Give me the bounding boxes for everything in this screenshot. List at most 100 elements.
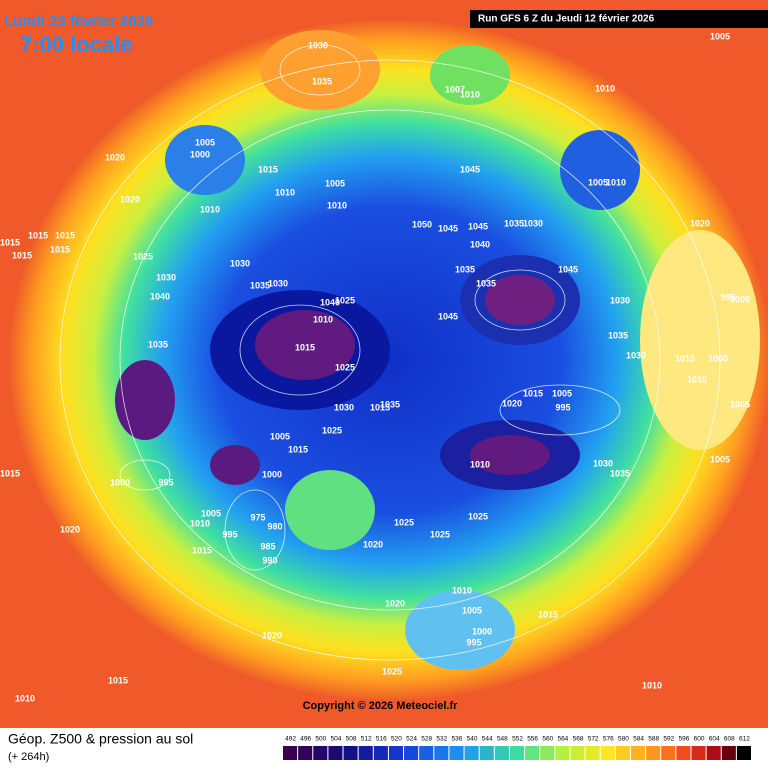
isobar-label: 1010 <box>470 459 490 469</box>
isobar-label: 1020 <box>120 194 140 204</box>
isobar-label: 1030 <box>593 458 613 468</box>
isobar-label: 1015 <box>12 250 32 260</box>
isobar-label: 1040 <box>470 239 490 249</box>
legend-label: 568 <box>573 736 584 743</box>
isobar-label: 1035 <box>608 330 628 340</box>
isobar-label: 1015 <box>288 444 308 454</box>
footer-title: Géop. Z500 & pression au sol <box>8 731 193 747</box>
isobar-label: 1005 <box>710 454 730 464</box>
legend-label: 544 <box>482 736 493 743</box>
legend-label: 584 <box>633 736 644 743</box>
isobar-label: 1015 <box>258 164 278 174</box>
isobar-label: 1025 <box>133 251 153 261</box>
legend-swatch <box>736 746 751 760</box>
isobar-label: 1045 <box>468 221 488 231</box>
isobar-label: 1000 <box>472 626 492 636</box>
legend-label: 516 <box>376 736 387 743</box>
isobar-label: 1045 <box>558 264 578 274</box>
isobars <box>59 44 721 661</box>
isobar-label: 1005 <box>270 431 290 441</box>
isobar-label: 1015 <box>55 230 75 240</box>
legend-label: 556 <box>527 736 538 743</box>
isobar-label: 1010 <box>687 374 707 384</box>
isobar-label: 1035 <box>312 76 332 86</box>
isobar-label: 1030 <box>610 295 630 305</box>
legend-label: 520 <box>391 736 402 743</box>
legend-swatch <box>464 746 479 760</box>
legend-label: 496 <box>300 736 311 743</box>
trough-core <box>210 445 260 485</box>
isobar-label: 995 <box>720 292 735 302</box>
legend-swatch <box>419 746 434 760</box>
legend-swatch <box>721 746 736 760</box>
legend-label: 528 <box>421 736 432 743</box>
isobar-label: 1005 <box>195 137 215 147</box>
legend-label: 532 <box>436 736 447 743</box>
isobar-label: 1010 <box>327 200 347 210</box>
legend-label: 504 <box>331 736 342 743</box>
legend-swatch <box>479 746 494 760</box>
legend-swatch <box>661 746 676 760</box>
legend-swatch <box>313 746 328 760</box>
legend-swatch <box>615 746 630 760</box>
legend-swatch <box>509 746 525 760</box>
isobar-label: 1035 <box>610 468 630 478</box>
isobar-label: 1030 <box>308 40 328 50</box>
isobar-label: 1000 <box>708 353 728 363</box>
legend-label: 524 <box>406 736 417 743</box>
legend-label: 512 <box>361 736 372 743</box>
isobar-label: 1000 <box>190 149 210 159</box>
legend-swatch <box>555 746 570 760</box>
isobar-label: 1000 <box>262 469 282 479</box>
isobar-label: 1010 <box>200 204 220 214</box>
forecast-time: 7:00 locale <box>20 32 133 57</box>
legend-swatch <box>630 746 646 760</box>
isobar-label: 1050 <box>412 219 432 229</box>
isobar-label: 1020 <box>502 398 522 408</box>
isobar-label: 995 <box>158 477 173 487</box>
isobar-label: 1025 <box>430 529 450 539</box>
legend-swatch <box>570 746 585 760</box>
height-blob <box>405 590 515 670</box>
color-legend: 492 496 500 504 508 512 516 520 524 528 532 536 540 5… <box>283 736 751 760</box>
high-anomaly <box>260 30 380 110</box>
legend-label: 552 <box>512 736 523 743</box>
isobar-label: 1015 <box>108 675 128 685</box>
legend-swatch <box>343 746 358 760</box>
isobar-label: 1015 <box>370 402 390 412</box>
isobar-label: 1005 <box>552 388 572 398</box>
legend-swatch <box>449 746 464 760</box>
legend-swatch <box>646 746 661 760</box>
isobar-label: 1025 <box>335 362 355 372</box>
isobar-label: 1025 <box>322 425 342 435</box>
height-blob <box>430 45 510 105</box>
isobar-label: 1030 <box>230 258 250 268</box>
copyright: Copyright © 2026 Meteociel.fr <box>303 700 459 712</box>
trough-core <box>470 435 550 475</box>
isobar-label: 1000 <box>110 477 130 487</box>
legend-swatch <box>676 746 691 760</box>
isobar-label: 1015 <box>28 230 48 240</box>
isobar-label: 1010 <box>313 314 333 324</box>
legend-swatch <box>540 746 555 760</box>
legend-label: 540 <box>467 736 478 743</box>
legend-label: 604 <box>709 736 720 743</box>
isobar-label: 1015 <box>295 342 315 352</box>
isobar-label: 1020 <box>363 539 383 549</box>
legend-swatch <box>585 746 600 760</box>
trough-core <box>485 275 555 325</box>
legend-label: 576 <box>603 736 614 743</box>
run-banner <box>470 10 768 28</box>
isobar-label: 1020 <box>60 524 80 534</box>
legend-label: 548 <box>497 736 508 743</box>
isobar-label: 1015 <box>0 237 20 247</box>
isobar-label: 1040 <box>150 291 170 301</box>
legend-label: 580 <box>618 736 629 743</box>
isobar-label: 1005 <box>588 177 608 187</box>
isobar-label: 1035 <box>380 399 400 409</box>
isobar-label: 1010 <box>460 89 480 99</box>
isobar-label: 1030 <box>626 350 646 360</box>
isobar-label: 1020 <box>105 152 125 162</box>
legend-label: 508 <box>346 736 357 743</box>
